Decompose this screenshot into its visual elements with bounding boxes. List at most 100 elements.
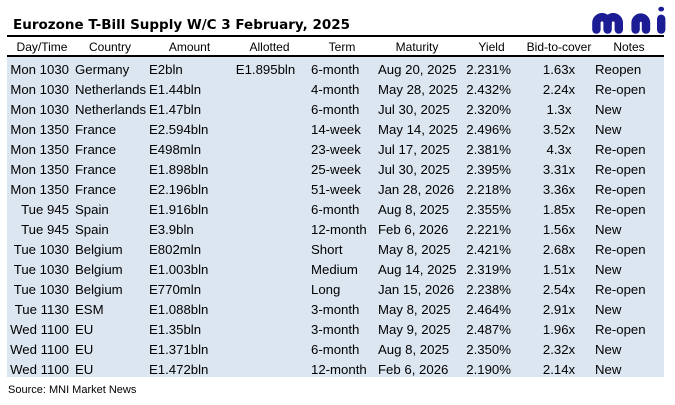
table-row: Tue 1030 Belgium E770mln Long Jan 15, 20…: [7, 277, 664, 297]
cell-notes: Re-open: [595, 202, 646, 218]
cell-notes: New: [595, 362, 622, 378]
cell-yield: 2.218%: [466, 182, 511, 198]
cell-amount: E2.594bln: [149, 122, 209, 138]
table-row: Wed 1100 EU E1.35bln 3-month May 9, 2025…: [7, 317, 664, 337]
cell-bid-to-cover: 1.51x: [542, 262, 576, 278]
cell-notes: Re-open: [595, 142, 646, 158]
cell-yield: 2.319%: [466, 262, 511, 278]
cell-maturity: Aug 14, 2025: [378, 262, 457, 278]
cell-country: Belgium: [75, 282, 123, 298]
cell-bid-to-cover: 1.3x: [546, 102, 572, 118]
col-header-term-label: Term: [328, 39, 356, 54]
cell-notes: Reopen: [595, 62, 642, 78]
cell-notes: New: [595, 102, 622, 118]
cell-maturity: Aug 20, 2025: [378, 62, 457, 78]
cell-country: EU: [75, 322, 94, 338]
cell-term: 25-week: [311, 162, 361, 178]
cell-allotted: [228, 237, 303, 257]
cell-daytime: Mon 1350: [10, 122, 69, 138]
cell-maturity: Jul 17, 2025: [378, 142, 450, 158]
cell-term: Medium: [311, 262, 358, 278]
col-header-allotted: Allotted: [228, 37, 303, 57]
cell-maturity: May 9, 2025: [378, 322, 451, 338]
cell-country: ESM: [75, 302, 104, 318]
col-header-country-label: Country: [88, 39, 132, 54]
cell-country: EU: [75, 362, 94, 378]
cell-country: Netherlands: [75, 102, 147, 118]
cell-notes: New: [595, 342, 622, 358]
cell-country: France: [75, 182, 117, 198]
cell-bid-to-cover: 3.31x: [542, 162, 576, 178]
cell-yield: 2.421%: [466, 242, 511, 258]
cell-term: 6-month: [311, 102, 360, 118]
header-row: Day/Time Country Amount Allotted Term Ma…: [7, 37, 664, 57]
cell-yield: 2.320%: [466, 102, 511, 118]
cell-amount: E1.088bln: [149, 302, 209, 318]
cell-daytime: Mon 1030: [10, 82, 69, 98]
cell-notes: New: [595, 122, 622, 138]
cell-yield: 2.221%: [466, 222, 511, 238]
cell-yield: 2.190%: [466, 362, 511, 378]
cell-amount: E1.371bln: [149, 342, 209, 358]
col-header-bid-to-cover-label: Bid-to-cover: [526, 39, 592, 54]
table-row: Mon 1350 France E2.196bln 51-week Jan 28…: [7, 177, 664, 197]
col-header-maturity-label: Maturity: [395, 39, 439, 54]
cell-amount: E1.916bln: [149, 202, 209, 218]
cell-bid-to-cover: 1.96x: [542, 322, 576, 338]
cell-daytime: Mon 1030: [10, 102, 69, 118]
cell-maturity: May 28, 2025: [378, 82, 458, 98]
cell-amount: E2bln: [149, 62, 183, 78]
cell-maturity: Jan 15, 2026: [378, 282, 455, 298]
cell-bid-to-cover: 2.32x: [542, 342, 576, 358]
cell-maturity: Jul 30, 2025: [378, 162, 450, 178]
cell-term: 51-week: [311, 182, 361, 198]
col-header-maturity: Maturity: [375, 37, 457, 57]
cell-bid-to-cover: 4.3x: [546, 142, 572, 158]
cell-allotted: [228, 177, 303, 197]
cell-term: 6-month: [311, 62, 360, 78]
cell-notes: Re-open: [595, 162, 646, 178]
col-header-daytime-label: Day/Time: [16, 39, 68, 54]
cell-amount: E1.47bln: [149, 102, 202, 118]
cell-bid-to-cover: 2.91x: [542, 302, 576, 318]
cell-maturity: Jan 28, 2026: [378, 182, 455, 198]
cell-bid-to-cover: 2.14x: [542, 362, 576, 378]
col-header-term: Term: [303, 37, 375, 57]
cell-country: Belgium: [75, 242, 123, 258]
cell-maturity: Jul 30, 2025: [378, 102, 450, 118]
cell-amount: E1.44bln: [149, 82, 202, 98]
cell-allotted: [228, 297, 303, 317]
cell-amount: E1.472bln: [149, 362, 209, 378]
cell-notes: New: [595, 302, 622, 318]
cell-yield: 2.238%: [466, 282, 511, 298]
cell-bid-to-cover: 1.63x: [542, 62, 576, 78]
col-header-notes-label: Notes: [613, 39, 645, 54]
table-row: Wed 1100 EU E1.371bln 6-month Aug 8, 202…: [7, 337, 664, 357]
col-header-notes: Notes: [594, 37, 664, 57]
cell-maturity: Feb 6, 2026: [378, 362, 449, 378]
cell-bid-to-cover: 2.54x: [542, 282, 576, 298]
cell-amount: E1.898bln: [149, 162, 209, 178]
cell-allotted: [228, 77, 303, 97]
col-header-daytime: Day/Time: [7, 37, 71, 57]
cell-bid-to-cover: 3.52x: [542, 122, 576, 138]
cell-country: EU: [75, 342, 94, 358]
cell-daytime: Wed 1100: [10, 342, 69, 358]
cell-allotted: [228, 97, 303, 117]
cell-term: 12-month: [311, 362, 367, 378]
cell-country: France: [75, 142, 117, 158]
cell-daytime: Mon 1350: [10, 142, 69, 158]
cell-daytime: Wed 1100: [10, 362, 69, 378]
cell-allotted: [228, 157, 303, 177]
cell-daytime: Mon 1350: [10, 182, 69, 198]
source-note: Source: MNI Market News: [8, 383, 137, 396]
table-row: Tue 945 Spain E3.9bln 12-month Feb 6, 20…: [7, 217, 664, 237]
page-title: Eurozone T-Bill Supply W/C 3 February, 2…: [13, 17, 351, 33]
cell-notes: Re-open: [595, 282, 646, 298]
cell-allotted: [228, 197, 303, 217]
cell-amount: E1.35bln: [149, 322, 202, 338]
cell-daytime: Tue 1030: [13, 242, 69, 258]
table-row: Mon 1350 France E498mln 23-week Jul 17, …: [7, 137, 664, 157]
col-header-yield-label: Yield: [478, 39, 505, 54]
